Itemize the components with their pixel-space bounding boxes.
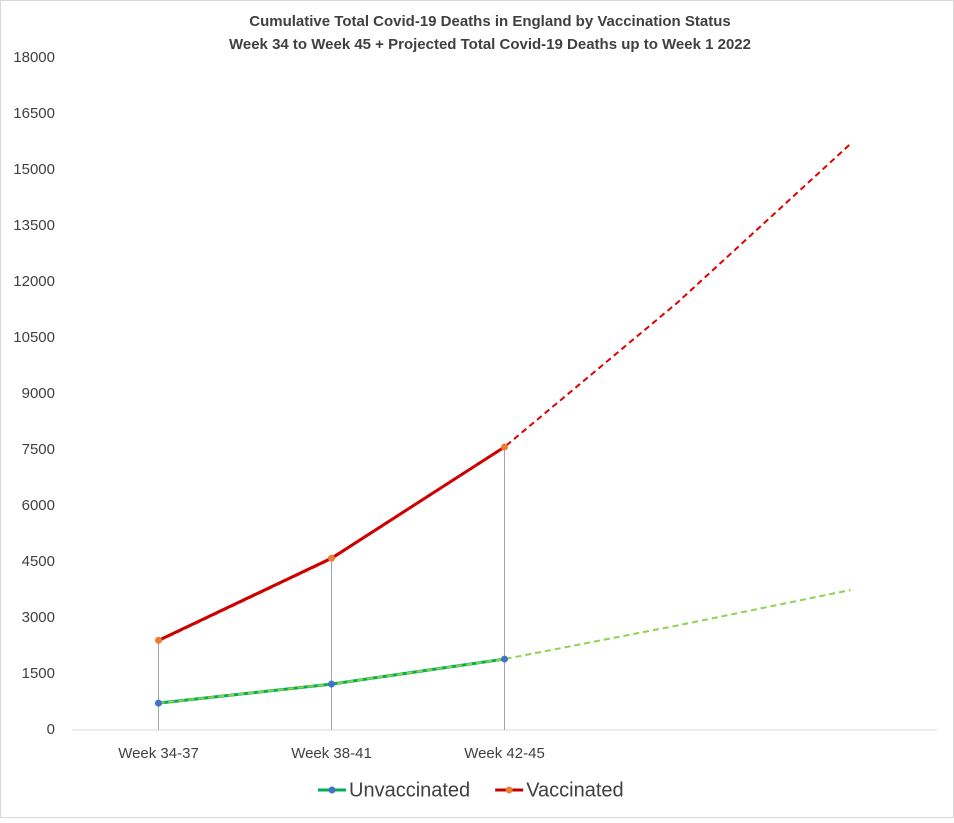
marker [328, 680, 335, 688]
y-tick-label: 10500 [13, 329, 55, 346]
y-tick-label: 4500 [22, 553, 55, 570]
legend-label: Vaccinated [526, 779, 623, 801]
marker [501, 655, 508, 663]
chart-title: Cumulative Total Covid-19 Deaths in Engl… [249, 13, 730, 30]
y-tick-label: 15000 [13, 161, 55, 178]
marker [155, 699, 162, 707]
y-tick-label: 9000 [22, 385, 55, 402]
legend-marker [328, 786, 336, 794]
y-tick-label: 12000 [13, 273, 55, 290]
trend-line [158, 143, 852, 643]
y-tick-label: 18000 [13, 49, 55, 66]
x-tick-label: Week 34-37 [118, 745, 199, 762]
x-tick-label: Week 38-41 [291, 745, 372, 762]
marker [328, 554, 335, 562]
y-tick-label: 16500 [13, 105, 55, 122]
x-tick-label: Week 42-45 [464, 745, 545, 762]
marker [501, 443, 508, 451]
marker [155, 636, 162, 644]
legend-marker [505, 786, 513, 794]
y-tick-label: 6000 [22, 497, 55, 514]
y-tick-label: 7500 [22, 441, 55, 458]
y-tick-label: 0 [47, 721, 55, 738]
y-tick-label: 1500 [22, 665, 55, 682]
legend-label: Unvaccinated [349, 779, 470, 801]
y-tick-label: 13500 [13, 217, 55, 234]
trend-line [158, 589, 851, 705]
y-tick-label: 3000 [22, 609, 55, 626]
chart-title: Week 34 to Week 45 + Projected Total Cov… [229, 36, 751, 53]
